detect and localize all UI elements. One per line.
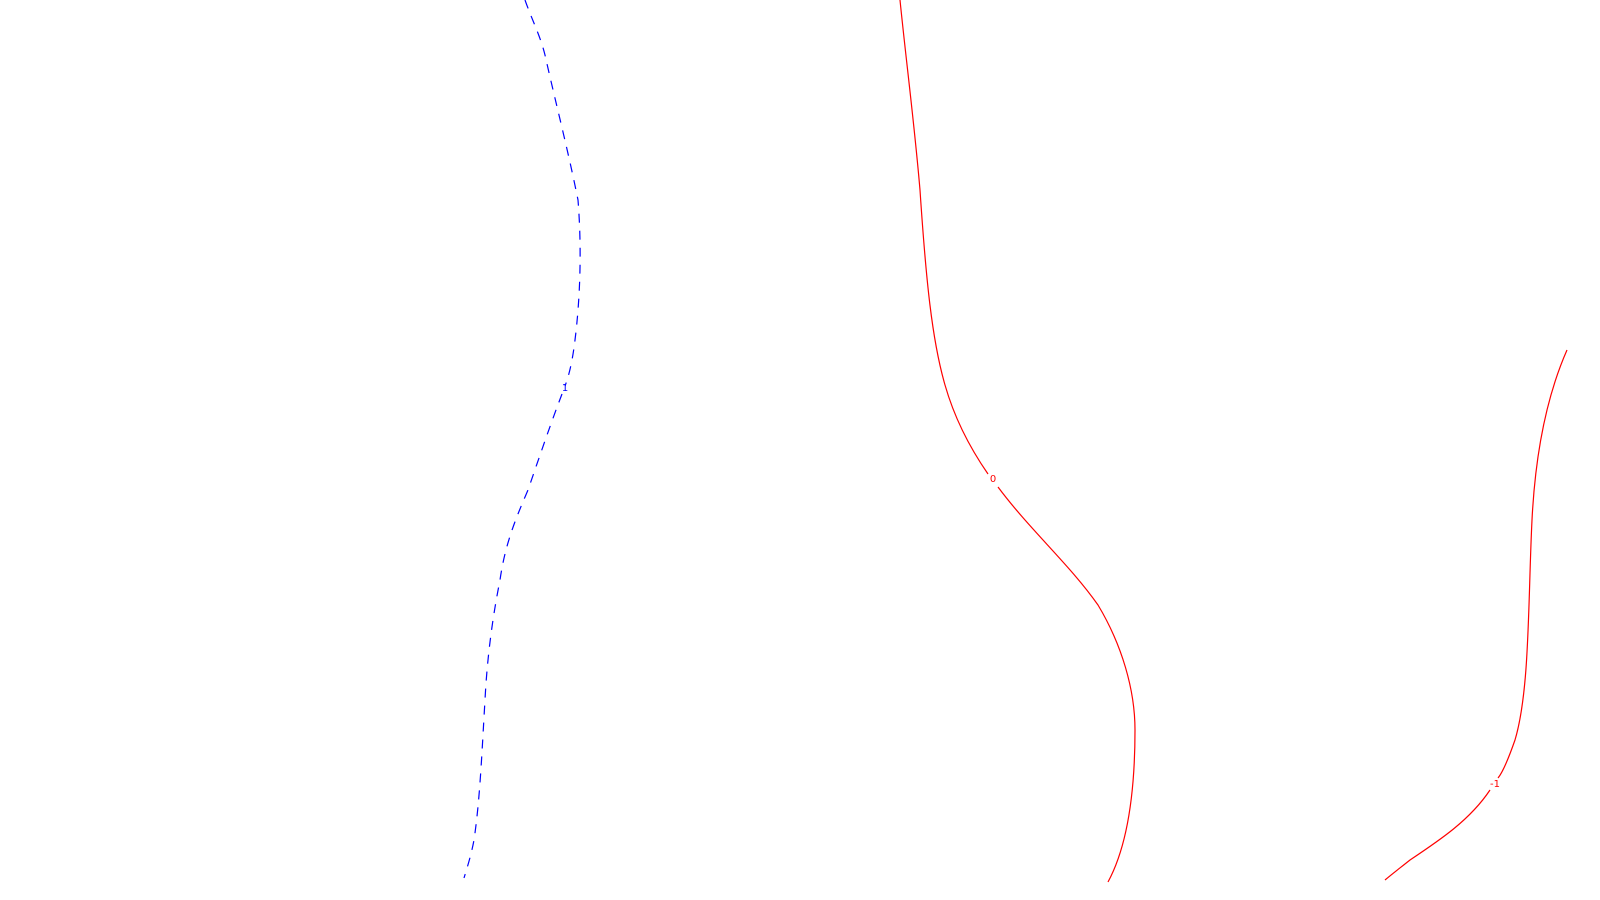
contour-line-level-1: [463, 0, 581, 879]
contour-line-level-0: [899, 0, 1136, 883]
contour-line-level-neg1: [1384, 349, 1568, 881]
contour-label-level-neg1: -1: [1490, 779, 1500, 790]
contour-label-level-0: 0: [990, 474, 996, 485]
contour-label-level-1: 1: [562, 383, 568, 394]
